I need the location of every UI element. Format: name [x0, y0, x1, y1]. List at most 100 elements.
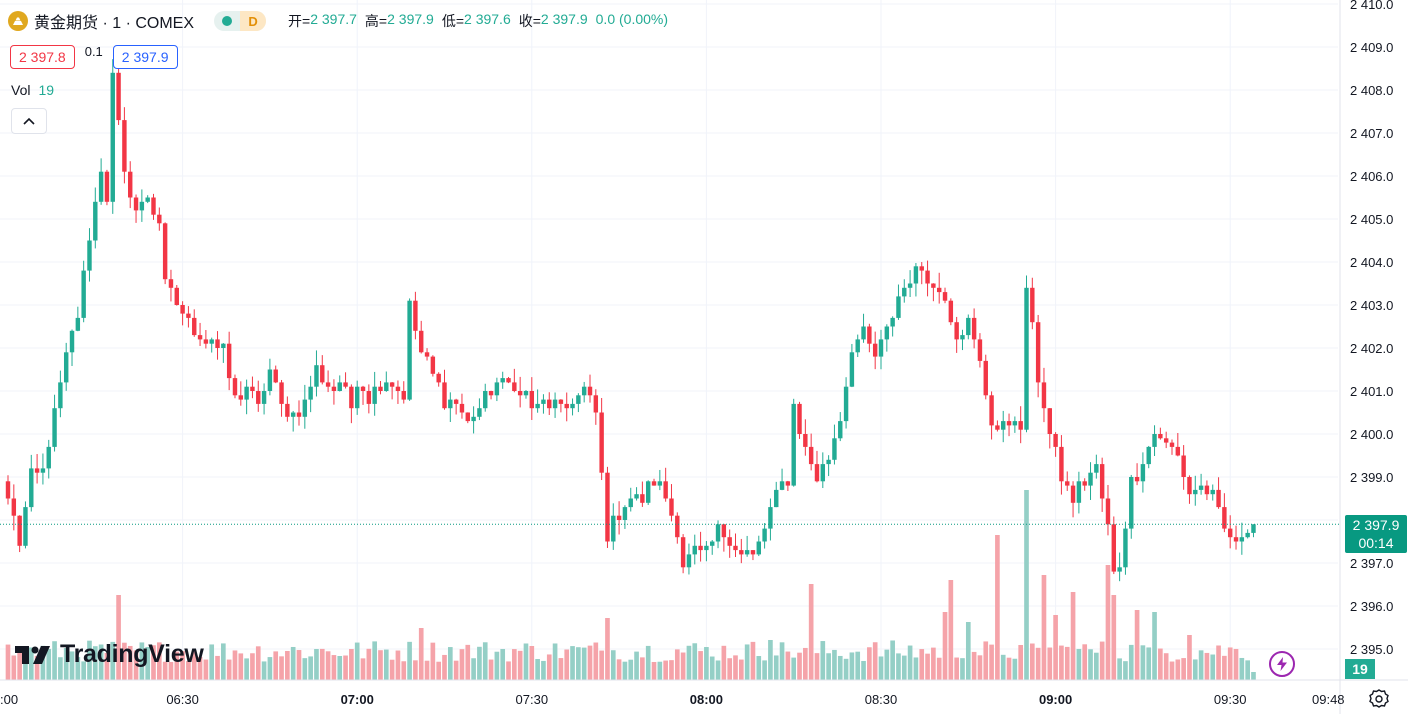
price-tick-label: 2 405.0: [1350, 212, 1393, 227]
candle-body: [628, 498, 633, 508]
volume-bar: [1024, 490, 1029, 680]
volume-bar: [302, 658, 308, 680]
candle-body: [1175, 446, 1181, 456]
volume-bar: [436, 661, 442, 680]
volume-bar: [413, 660, 418, 680]
volume-bar: [1210, 654, 1216, 680]
sell-button[interactable]: 2 397.8: [10, 45, 75, 69]
candle-body: [733, 545, 738, 551]
volume-bar: [529, 645, 535, 680]
volume-bar: [40, 645, 46, 680]
candle-body: [1239, 537, 1245, 542]
candle-body: [366, 391, 372, 404]
volume-bar: [407, 641, 412, 680]
candle-body: [203, 339, 209, 344]
candle-body: [488, 391, 494, 396]
candle-body: [471, 416, 476, 422]
buy-button[interactable]: 2 397.9: [112, 45, 178, 69]
tradingview-logo-icon: [15, 645, 50, 664]
candle-body: [453, 399, 459, 404]
candle-body: [145, 197, 150, 202]
candle-body: [1012, 421, 1018, 426]
volume-bar: [960, 658, 965, 680]
volume-bar: [576, 647, 581, 680]
ohlc-open: 开= 2 397.7: [288, 11, 357, 31]
candle-body: [849, 352, 855, 387]
chart-settings-button[interactable]: [1368, 688, 1390, 710]
volume-label[interactable]: Vol: [11, 82, 31, 98]
candle-body: [325, 382, 331, 387]
volume-bar: [325, 651, 331, 680]
candle-body: [407, 300, 412, 400]
candle-body: [576, 395, 581, 404]
volume-bar: [727, 658, 733, 680]
volume-bar: [1192, 659, 1198, 680]
candle-body: [122, 120, 127, 172]
candle-body: [1222, 507, 1227, 529]
candle-body: [890, 317, 895, 327]
candle-body: [354, 386, 360, 409]
candle-body: [168, 279, 174, 288]
candle-body: [389, 382, 395, 387]
volume-bar: [843, 658, 849, 680]
volume-bar: [1018, 644, 1024, 680]
volume-bar: [628, 659, 634, 680]
volume-bar: [692, 643, 698, 680]
symbol-title[interactable]: 黄金期货 · 1 · COMEX: [34, 15, 195, 32]
candle-body: [872, 343, 878, 357]
volume-bar: [645, 645, 651, 680]
volume-bar: [971, 651, 977, 680]
volume-bar: [1070, 592, 1076, 680]
candle-body: [774, 489, 779, 508]
candle-body: [611, 515, 616, 542]
volume-bar: [459, 649, 465, 680]
volume-bar: [174, 651, 180, 680]
collapse-legend-button[interactable]: [11, 108, 47, 134]
tradingview-logo[interactable]: TradingView: [14, 640, 204, 669]
volume-bar: [896, 653, 901, 680]
market-status[interactable]: D: [214, 11, 267, 31]
volume-bar: [477, 646, 482, 680]
lightning-button[interactable]: [1269, 651, 1295, 677]
volume-bar: [203, 659, 209, 680]
volume-bar: [744, 644, 750, 680]
price-tick-label: 2 408.0: [1350, 83, 1393, 98]
price-tick-label: 2 396.0: [1350, 599, 1393, 614]
volume-bar: [11, 655, 17, 680]
price-tick-label: 2 410.0: [1350, 0, 1393, 12]
candle-body: [721, 524, 727, 538]
candle-body: [1024, 287, 1029, 430]
volume-bar: [1006, 657, 1012, 680]
volume-bar: [197, 656, 203, 680]
price-tick-label: 2 402.0: [1350, 341, 1393, 356]
candle-body: [413, 300, 418, 331]
candle-body: [692, 545, 697, 555]
ohlc-open-label: 开=: [288, 13, 311, 29]
volume-bar: [308, 656, 313, 680]
volume-bar: [1000, 654, 1006, 680]
volume-bar: [541, 660, 546, 680]
candle-body: [605, 472, 610, 542]
candle-body: [110, 72, 115, 202]
volume-bar: [191, 649, 197, 680]
volume-bar: [104, 652, 110, 680]
volume-bar: [913, 657, 919, 680]
volume-bar: [63, 647, 69, 680]
candle-body: [5, 481, 11, 499]
candle-body: [34, 468, 40, 473]
volume-bar: [931, 647, 936, 680]
candle-body: [1018, 421, 1023, 430]
volume-bar: [1041, 575, 1047, 680]
candle-body: [1065, 481, 1070, 486]
candle-body: [971, 317, 977, 340]
candle-body: [162, 223, 168, 280]
ohlc-high: 高= 2 397.9: [365, 11, 434, 31]
candle-body: [308, 386, 313, 400]
status-dot-icon: [222, 16, 233, 26]
volume-bar: [226, 659, 232, 680]
candle-body: [1134, 477, 1140, 482]
volume-bar: [180, 651, 185, 680]
volume-bar: [1111, 595, 1117, 680]
volume-bar: [773, 655, 779, 680]
